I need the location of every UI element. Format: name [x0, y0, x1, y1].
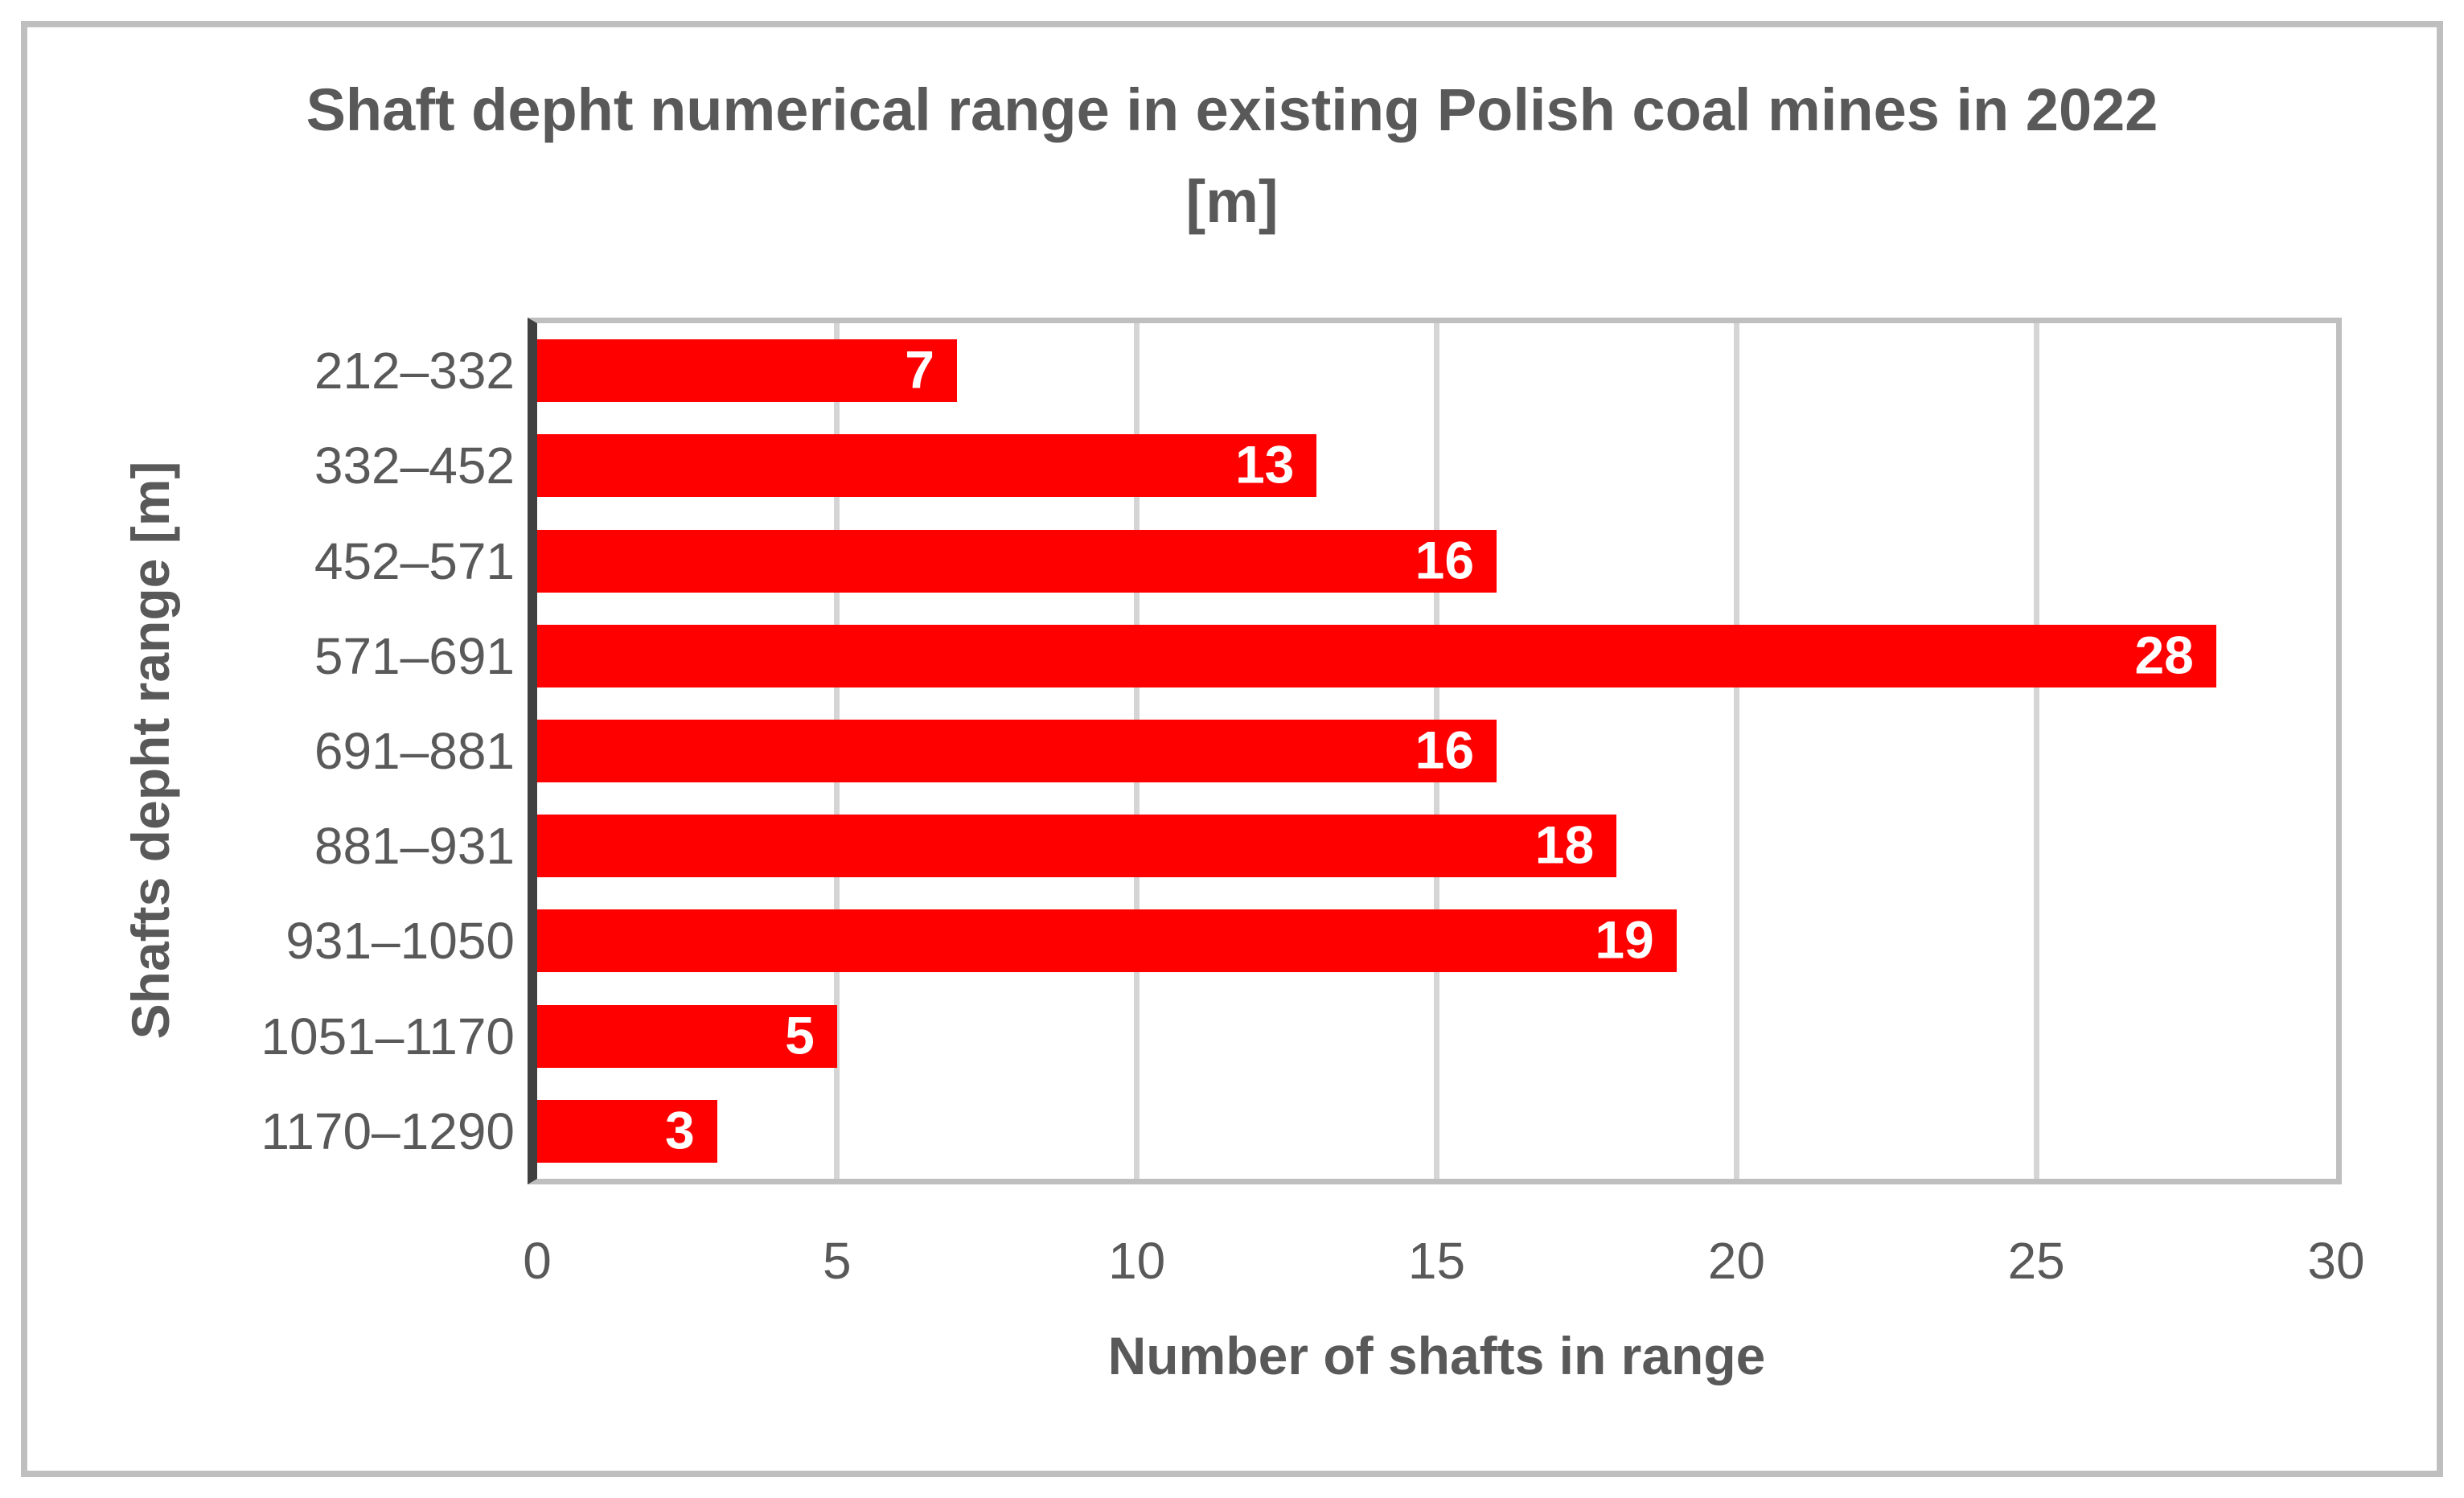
bar-value-label: 16: [1415, 720, 1475, 780]
category-label: 1170–1290: [261, 1102, 515, 1160]
x-tick-label-30: 30: [2307, 1232, 2365, 1290]
bar-value-label: 7: [905, 339, 934, 400]
category-axis: 212–332 332–452 452–571 571–691 691–881 881–9…: [0, 323, 515, 1179]
chart-outer-border: [21, 21, 2443, 1477]
bar-row: 19: [537, 893, 2336, 988]
bar-value-label: 5: [785, 1005, 815, 1065]
category-label: 212–332: [314, 342, 515, 400]
bar-row: 18: [537, 798, 2336, 893]
bar-571–691: 28: [537, 624, 2216, 687]
bar-row: 13: [537, 418, 2336, 513]
x-tick-label-0: 0: [523, 1232, 552, 1290]
bar-value-label: 13: [1234, 435, 1295, 495]
x-tick-label-10: 10: [1108, 1232, 1166, 1290]
chart-title-line2: [m]: [1185, 168, 1279, 235]
chart-title: Shaft depht numerical range in existing …: [0, 64, 2464, 248]
bar-value-label: 3: [664, 1100, 695, 1160]
bar-row: 3: [537, 1084, 2336, 1179]
x-axis-ticks: 0 5 10 15 20 25 30: [0, 1229, 2464, 1293]
bar-691–881: 16: [537, 719, 1497, 782]
gridline-x-20: [1733, 323, 1739, 1179]
bar-row: 5: [537, 989, 2336, 1084]
bar-212–332: 7: [537, 339, 957, 403]
x-tick-label-15: 15: [1407, 1232, 1466, 1290]
gridline-x-25: [2033, 323, 2039, 1179]
category-label: 452–571: [314, 531, 515, 590]
x-axis-title: Number of shafts in range: [1107, 1326, 1766, 1385]
bar-row: 16: [537, 513, 2336, 608]
bar-row: 16: [537, 704, 2336, 798]
chart-title-line1: Shaft depht numerical range in existing …: [306, 76, 2158, 143]
x-tick-label-25: 25: [2007, 1232, 2065, 1290]
bar-value-label: 28: [2134, 625, 2194, 685]
bar-881–931: 18: [537, 815, 1617, 878]
x-tick-label-5: 5: [823, 1232, 852, 1290]
bar-row: 7: [537, 323, 2336, 418]
category-label: 332–452: [314, 437, 515, 495]
category-label: 931–1050: [285, 912, 515, 971]
bar-1170–1290: 3: [537, 1099, 717, 1163]
bar-value-label: 18: [1534, 815, 1595, 875]
bar-1051–1170: 5: [537, 1004, 837, 1068]
bar-452–571: 16: [537, 529, 1497, 593]
bar-value-label: 16: [1415, 530, 1475, 590]
bar-332–452: 13: [537, 434, 1317, 498]
x-tick-label-20: 20: [1707, 1232, 1765, 1290]
category-label: 1051–1170: [261, 1007, 515, 1065]
bar-931–1050: 19: [537, 909, 1677, 973]
category-label: 881–931: [314, 817, 515, 876]
category-label: 571–691: [314, 626, 515, 685]
bar-value-label: 19: [1595, 910, 1654, 971]
category-label: 691–881: [314, 721, 515, 780]
bar-row: 28: [537, 609, 2336, 704]
plot-area: 7 13 16 28 16 18 19 5 3: [528, 318, 2342, 1184]
